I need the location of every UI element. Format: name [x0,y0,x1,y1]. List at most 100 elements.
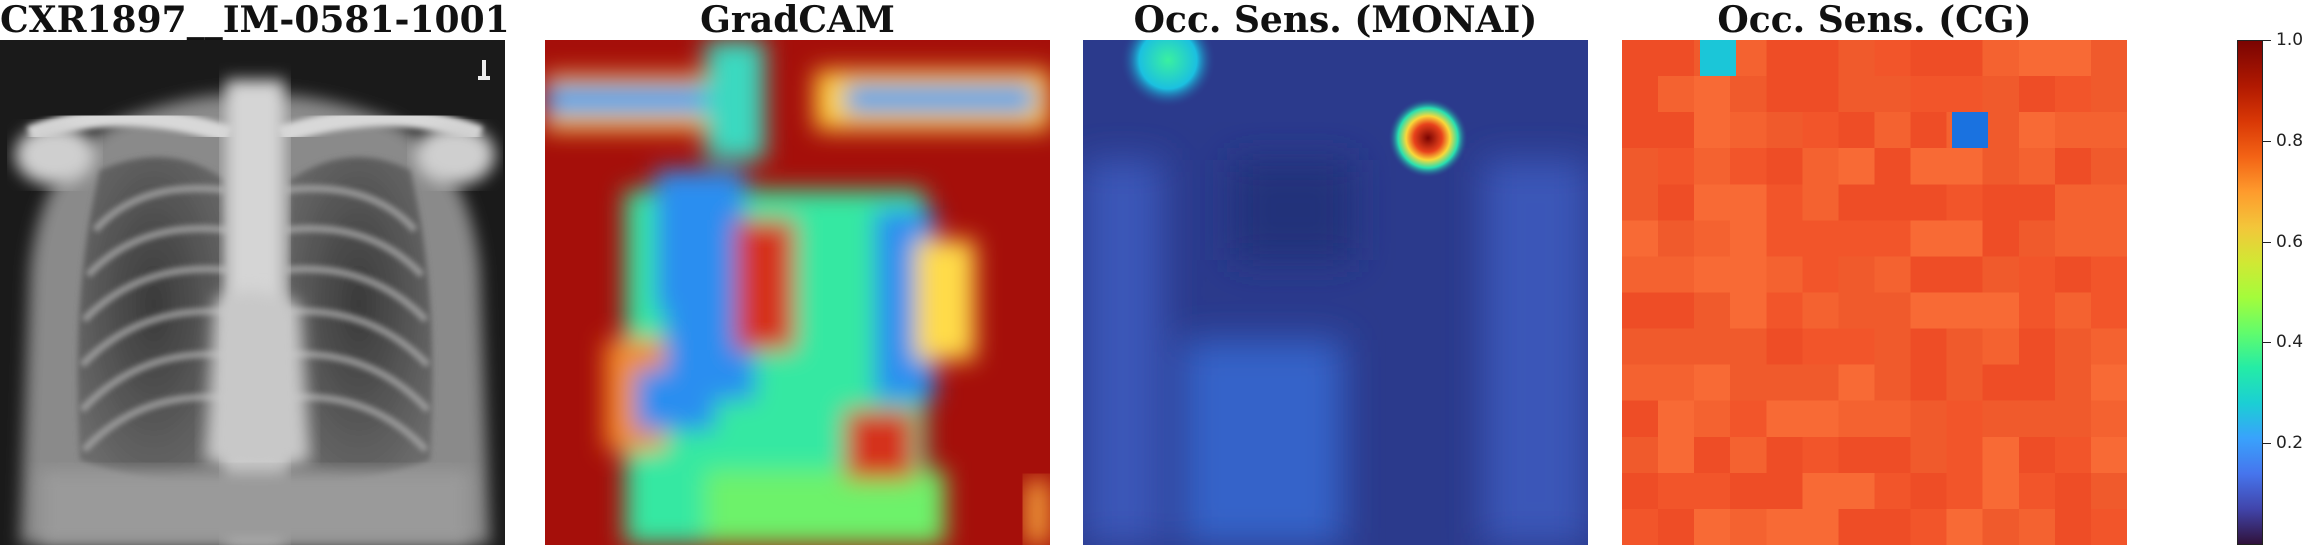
occlusion-patch [2090,292,2127,329]
occlusion-patch [2090,364,2127,401]
occlusion-patch [1766,364,1803,401]
occlusion-patch [1658,292,1695,329]
occlusion-patch [2018,184,2055,221]
occlusion-patch [1658,76,1695,113]
occlusion-patch [1622,508,1659,545]
occlusion-patch [1946,220,1983,257]
occlusion-patch [1694,148,1731,185]
occlusion-patch [2054,112,2091,149]
occlusion-patch [1658,400,1695,437]
occlusion-patch [1730,508,1767,545]
occlusion-patch [1982,508,2019,545]
occlusion-patch [1658,364,1695,401]
occlusion-patch [1910,328,1947,365]
occlusion-patch [1982,436,2019,473]
occlusion-patch [1802,220,1839,257]
occlusion-patch [1982,256,2019,293]
occlusion-patch [1946,472,1983,509]
occlusion-patch [2018,256,2055,293]
occlusion-patch [1766,292,1803,329]
occlusion-patch [1658,148,1695,185]
occlusion-patch [1730,328,1767,365]
occlusion-patch [1658,508,1695,545]
occlusion-patch [1838,76,1875,113]
occlusion-patch [2054,256,2091,293]
occlusion-patch [1874,112,1911,149]
occlusion-patch [1910,508,1947,545]
occlusion-patch [1694,112,1731,149]
occlusion-patch [1910,400,1947,437]
occlusion-patch [1730,364,1767,401]
occlusion-patch [1766,112,1803,149]
occlusion-patch [1766,328,1803,365]
gradcam-heatmap [545,40,1050,545]
occlusion-patch [2090,112,2127,149]
occlusion-patch [2054,400,2091,437]
occlusion-patch [1910,472,1947,509]
occlusion-patch [1910,256,1947,293]
occlusion-patch [2054,508,2091,545]
occlusion-patch [1694,472,1731,509]
occlusion-patch [2090,220,2127,257]
occlusion-patch [1946,40,1983,77]
occlusion-patch [1730,40,1767,77]
occ-sens-cg-heatmap [1622,40,2127,545]
occlusion-patch [2054,148,2091,185]
occlusion-patch [1982,328,2019,365]
colorbar-tick-label: 0.8 [2276,130,2304,151]
occlusion-patch [1622,364,1659,401]
colorbar-tick [2263,40,2271,41]
occlusion-patch [1910,148,1947,185]
occlusion-patch [1910,184,1947,221]
occlusion-patch [2090,472,2127,509]
occlusion-patch [2018,508,2055,545]
occlusion-patch [1802,40,1839,77]
colorbar-tick-label: 1.0 [2276,30,2304,50]
occlusion-patch [1802,256,1839,293]
occlusion-patch [1622,436,1659,473]
colorbar-tick-label: 0.4 [2276,332,2304,353]
occlusion-patch [1802,328,1839,365]
occlusion-patch [1910,40,1947,77]
occlusion-patch [2018,292,2055,329]
occlusion-patch [1730,292,1767,329]
occlusion-patch [1622,292,1659,329]
panel-title-occ-cg: Occ. Sens. (CG) [1717,0,2032,41]
colorbar-tick-label: 0.6 [2276,231,2304,252]
occlusion-patch [1730,472,1767,509]
occlusion-patch [1622,112,1659,149]
occlusion-patch [1838,40,1875,77]
occlusion-patch [1838,256,1875,293]
occlusion-patch [1838,292,1875,329]
occlusion-patch [1802,184,1839,221]
occlusion-patch [2090,400,2127,437]
occlusion-patch [1694,436,1731,473]
occlusion-patch [2054,364,2091,401]
occlusion-patch [1946,76,1983,113]
occlusion-patch [1910,112,1947,149]
occlusion-patch [1694,292,1731,329]
occlusion-patch [1694,364,1731,401]
occlusion-patch [1766,184,1803,221]
occlusion-patch [1946,364,1983,401]
occlusion-patch [1982,364,2019,401]
occlusion-patch [1946,508,1983,545]
occlusion-patch [1802,436,1839,473]
occlusion-patch [2018,40,2055,77]
occlusion-patch [1694,328,1731,365]
panel-title-xray: CXR1897__IM-0581-1001 [0,0,510,41]
occlusion-patch [1874,400,1911,437]
occlusion-patch [1622,220,1659,257]
occlusion-patch [2090,436,2127,473]
occlusion-patch [1838,184,1875,221]
occlusion-patch [2054,184,2091,221]
occlusion-patch [2054,472,2091,509]
occlusion-patch [2018,400,2055,437]
occlusion-patch [1802,292,1839,329]
colorbar-tick [2263,342,2271,344]
xray-image [0,40,505,545]
occlusion-patch [1658,472,1695,509]
colorbar-tick [2263,140,2271,142]
occlusion-patch [1694,76,1731,113]
occlusion-patch [1982,112,2019,149]
